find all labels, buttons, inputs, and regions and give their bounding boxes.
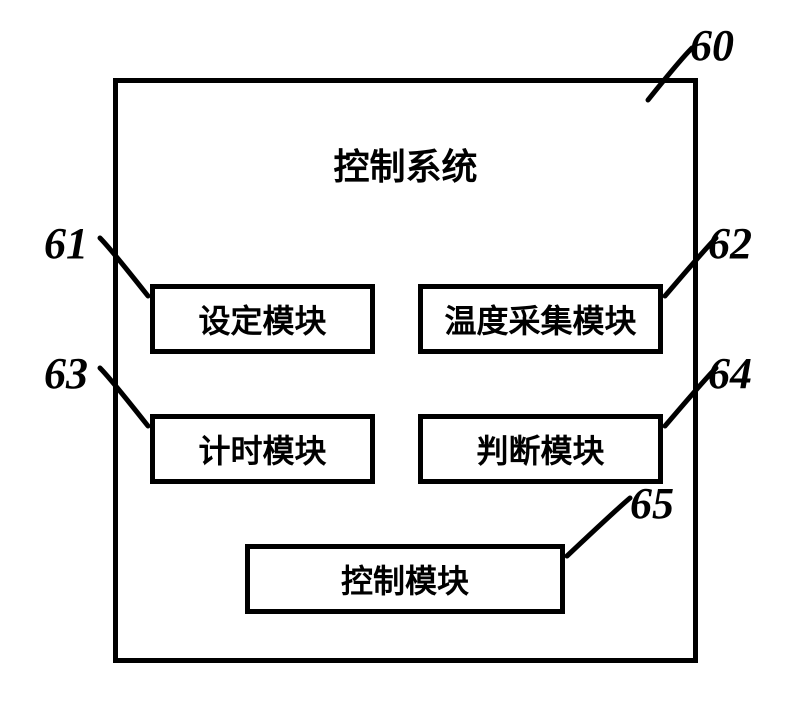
callout-61: 61 bbox=[44, 218, 88, 269]
callout-64: 64 bbox=[708, 348, 752, 399]
callout-65: 65 bbox=[630, 478, 674, 529]
callout-62: 62 bbox=[708, 218, 752, 269]
control-module-box: 控制模块 bbox=[245, 544, 565, 614]
system-title: 控制系统 bbox=[333, 138, 477, 190]
timer-module-box: 计时模块 bbox=[150, 414, 375, 484]
setting-module-label: 设定模块 bbox=[198, 296, 326, 342]
control-module-label: 控制模块 bbox=[341, 556, 469, 602]
setting-module-box: 设定模块 bbox=[150, 284, 375, 354]
callout-63: 63 bbox=[44, 348, 88, 399]
judgment-module-box: 判断模块 bbox=[418, 414, 663, 484]
callout-60: 60 bbox=[690, 20, 734, 71]
timer-module-label: 计时模块 bbox=[198, 426, 326, 472]
temperature-module-label: 温度采集模块 bbox=[444, 296, 636, 342]
temperature-module-box: 温度采集模块 bbox=[418, 284, 663, 354]
judgment-module-label: 判断模块 bbox=[476, 426, 604, 472]
